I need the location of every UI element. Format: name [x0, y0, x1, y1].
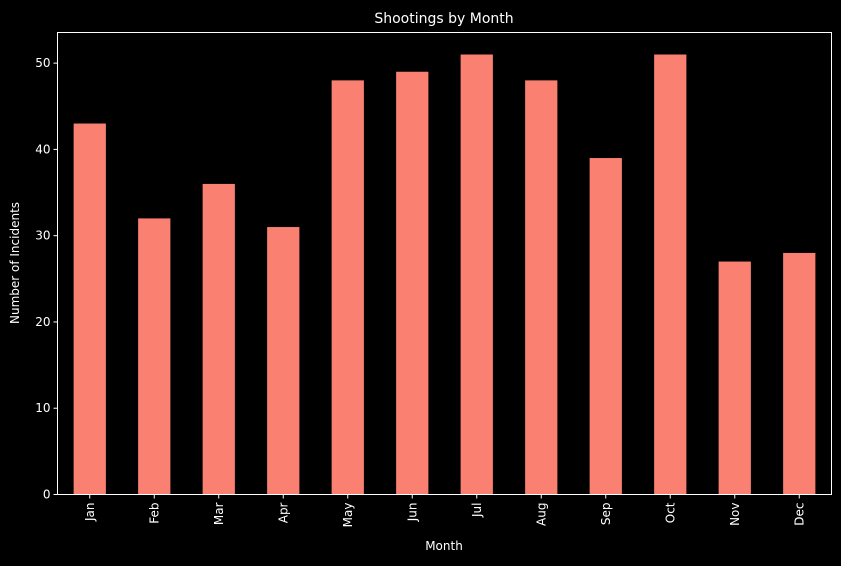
x-tick-label-jun: Jun — [405, 503, 419, 523]
y-axis-ticks: 0 10 20 30 40 50 — [35, 56, 58, 502]
x-axis-ticks: Jan Feb Mar Apr May Jun Jul Aug Sep Oct Nov Dec — [83, 494, 806, 528]
x-tick-label-jan: Jan — [83, 503, 97, 523]
x-tick-label-feb: Feb — [147, 503, 161, 524]
x-axis-label: Month — [425, 539, 463, 553]
bar-jan — [73, 123, 106, 495]
x-tick-label-sep: Sep — [599, 503, 613, 526]
x-tick-label-aug: Aug — [534, 503, 548, 526]
x-tick-label-dec: Dec — [792, 503, 806, 526]
x-tick-label-jul: Jul — [470, 503, 484, 518]
x-tick-label-nov: Nov — [728, 503, 742, 526]
bar-apr — [267, 227, 300, 495]
y-tick-label-50: 50 — [35, 56, 50, 70]
bar-oct — [654, 54, 687, 495]
x-tick-label-apr: Apr — [276, 502, 290, 523]
bar-sep — [589, 158, 622, 495]
y-axis-label: Number of Incidents — [8, 202, 22, 324]
bar-feb — [138, 218, 171, 495]
y-tick-label-0: 0 — [43, 488, 51, 502]
plot-area-frame — [57, 32, 832, 495]
x-tick-label-may: May — [341, 503, 355, 528]
y-tick-label-30: 30 — [35, 229, 50, 243]
y-tick-label-40: 40 — [35, 142, 50, 156]
x-tick-label-mar: Mar — [212, 502, 226, 525]
bar-nov — [718, 261, 751, 495]
bar-may — [331, 80, 364, 495]
chart-title: Shootings by Month — [374, 11, 513, 27]
bar-jul — [460, 54, 493, 495]
bar-dec — [783, 252, 816, 495]
bar-aug — [525, 80, 558, 495]
y-tick-label-10: 10 — [35, 401, 50, 415]
bar-jun — [396, 71, 429, 495]
bars-group — [73, 54, 816, 495]
y-tick-label-20: 20 — [35, 315, 50, 329]
bar-mar — [202, 183, 235, 495]
x-tick-label-oct: Oct — [663, 502, 677, 523]
